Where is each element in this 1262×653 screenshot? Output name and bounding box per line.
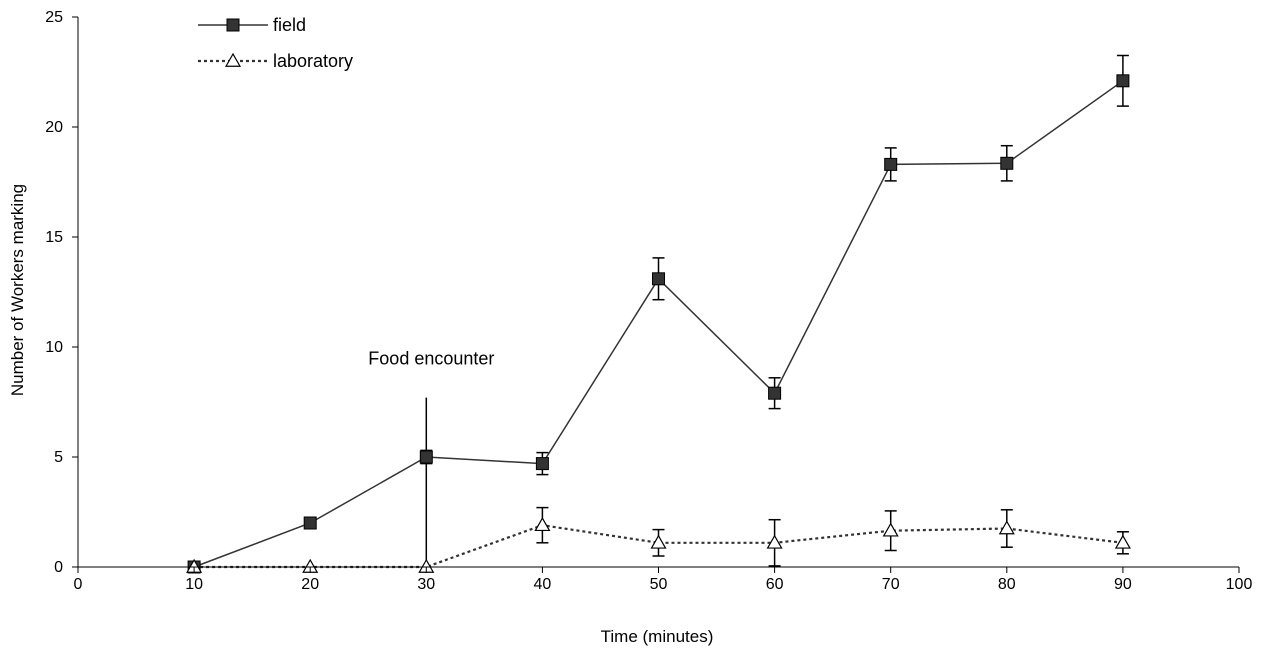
data-point-field	[768, 386, 782, 400]
data-point-laboratory	[766, 534, 783, 549]
x-tick-label: 80	[998, 576, 1016, 593]
x-tick-label: 20	[301, 576, 319, 593]
x-tick-label: 30	[417, 576, 435, 593]
legend-label-field: field	[273, 15, 306, 35]
x-tick-label: 10	[185, 576, 203, 593]
series-layer	[186, 54, 1131, 574]
x-axis-title: Time (minutes)	[601, 627, 714, 646]
plot-area: Food encounter 0 10 20 30 40 50 60 70 80 90 100 0 5 1…	[45, 9, 1252, 593]
legend-label-laboratory: laboratory	[273, 51, 353, 71]
data-point-field	[419, 450, 433, 464]
legend-item-field: field	[198, 15, 306, 35]
series-field	[187, 54, 1130, 574]
x-tick-label: 100	[1226, 576, 1253, 593]
y-tick-label: 5	[54, 449, 63, 466]
data-point-field	[1000, 156, 1014, 170]
axes-layer: 0 10 20 30 40 50 60 70 80 90 100 0 5 10 15 20 25	[45, 9, 1252, 593]
annotation-layer: Food encounter	[368, 349, 494, 567]
y-tick-label: 20	[45, 119, 63, 136]
data-point-field	[303, 516, 317, 530]
data-point-field	[652, 272, 665, 286]
food-encounter-label: Food encounter	[368, 349, 494, 369]
data-point-field	[535, 457, 549, 471]
y-tick-label: 25	[45, 9, 63, 26]
data-point-laboratory	[1114, 534, 1131, 549]
legend: field laboratory	[198, 15, 353, 71]
data-point-laboratory	[882, 522, 899, 537]
data-point-field	[1116, 74, 1130, 88]
y-tick-label: 0	[54, 559, 63, 576]
x-tick-label: 0	[74, 576, 83, 593]
data-point-laboratory	[998, 520, 1015, 535]
legend-marker-laboratory	[224, 52, 242, 67]
data-point-field	[884, 157, 898, 171]
y-axis-title: Number of Workers marking	[8, 184, 27, 396]
x-tick-label: 70	[882, 576, 900, 593]
y-tick-label: 10	[45, 339, 63, 356]
x-tick-label: 40	[534, 576, 552, 593]
data-point-laboratory	[650, 534, 667, 549]
series-line-field	[193, 80, 1124, 568]
y-tick-label: 15	[45, 229, 63, 246]
legend-item-laboratory: laboratory	[198, 51, 353, 71]
legend-marker-field	[226, 18, 240, 32]
x-tick-label: 90	[1114, 576, 1132, 593]
x-tick-label: 60	[766, 576, 784, 593]
data-point-laboratory	[534, 516, 551, 532]
series-laboratory	[186, 506, 1131, 573]
x-tick-label: 50	[650, 576, 668, 593]
